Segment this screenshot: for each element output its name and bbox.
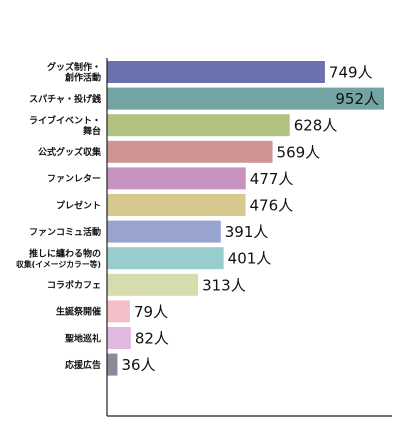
bars-group	[107, 61, 384, 376]
value-label: 401人	[228, 250, 272, 268]
value-label: 477人	[250, 170, 294, 188]
bar	[107, 300, 130, 323]
value-label: 569人	[277, 143, 321, 161]
bar	[107, 327, 131, 349]
bar	[107, 194, 246, 216]
category-label: 推しに纏わる物の	[29, 247, 101, 259]
value-label: 391人	[225, 223, 269, 241]
value-label: 313人	[202, 276, 246, 294]
category-label: ライブイベント・	[29, 114, 101, 126]
value-labels-group: 749人 952人 628人 569人 477人 476人 391人 401人 313人 79人 8…	[121, 64, 379, 375]
value-label: 628人	[294, 117, 338, 135]
bar	[107, 140, 273, 163]
value-label: 36人	[121, 356, 155, 374]
bar	[107, 273, 199, 296]
value-label: 79人	[134, 303, 168, 321]
category-label: グッズ制作・	[47, 61, 101, 73]
bar	[107, 114, 290, 137]
bar	[107, 61, 325, 83]
bar	[107, 353, 118, 376]
value-label: 952人	[335, 90, 379, 108]
category-label: コラボカフェ	[47, 279, 101, 291]
bar	[107, 247, 224, 270]
category-label: 公式グッズ収集	[38, 146, 102, 158]
category-label: ファンレター	[47, 173, 101, 185]
category-label: 応援広告	[65, 359, 101, 371]
category-label: 聖地巡礼	[65, 332, 101, 344]
value-label: 82人	[135, 330, 169, 348]
category-label: 創作活動	[64, 72, 101, 84]
bar	[107, 87, 384, 110]
category-label: 収集(イメージカラー等)	[16, 259, 101, 269]
bar	[107, 220, 221, 243]
value-label: 476人	[250, 197, 294, 215]
category-labels-group: グッズ制作・創作活動スパチャ・投げ銭ライブイベント・舞台公式グッズ収集ファンレタ…	[16, 61, 102, 371]
value-label: 749人	[329, 64, 373, 82]
category-label: プレゼント	[56, 199, 101, 211]
bar	[107, 167, 246, 190]
category-label: 舞台	[83, 125, 101, 137]
category-label: スパチャ・投げ銭	[29, 93, 101, 105]
category-label: 生誕祭開催	[56, 306, 101, 318]
category-label: ファンコミュ活動	[29, 226, 101, 238]
